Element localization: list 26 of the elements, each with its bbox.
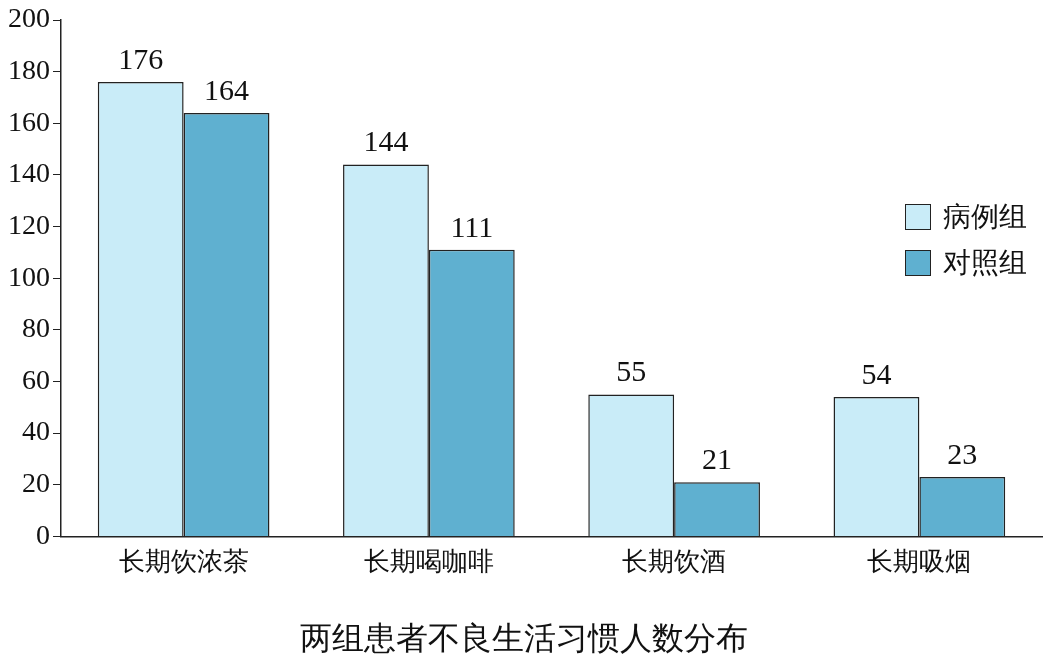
y-tick-label: 20	[22, 467, 50, 499]
y-tick-label: 140	[8, 157, 50, 189]
y-tick-label: 60	[22, 363, 50, 395]
data-label: 144	[363, 124, 409, 158]
y-tick-label: 80	[22, 312, 50, 344]
x-tick-label: 长期饮浓茶	[118, 545, 249, 576]
data-label: 23	[947, 436, 978, 470]
data-label: 164	[204, 72, 250, 106]
data-label: 54	[861, 356, 892, 390]
y-tick-label: 200	[8, 2, 50, 34]
data-label: 55	[616, 354, 647, 388]
y-tick-label: 120	[8, 208, 50, 240]
x-tick-label: 长期吸烟	[867, 545, 972, 576]
y-tick-label: 100	[8, 260, 50, 292]
data-label: 21	[702, 442, 733, 476]
legend-label: 病例组	[943, 199, 1027, 236]
data-label: 111	[450, 209, 494, 243]
y-tick-label: 40	[22, 415, 50, 447]
y-tick-label: 0	[36, 518, 50, 550]
x-tick-label: 长期喝咖啡	[363, 545, 494, 576]
y-tick-label: 180	[8, 54, 50, 85]
text: 两组患者不良生活习惯人数分布	[299, 619, 748, 658]
x-tick-label: 长期饮酒	[622, 545, 727, 576]
data-label: 176	[118, 41, 164, 75]
y-tick-label: 160	[8, 105, 50, 137]
legend-label: 对照组	[943, 245, 1027, 282]
